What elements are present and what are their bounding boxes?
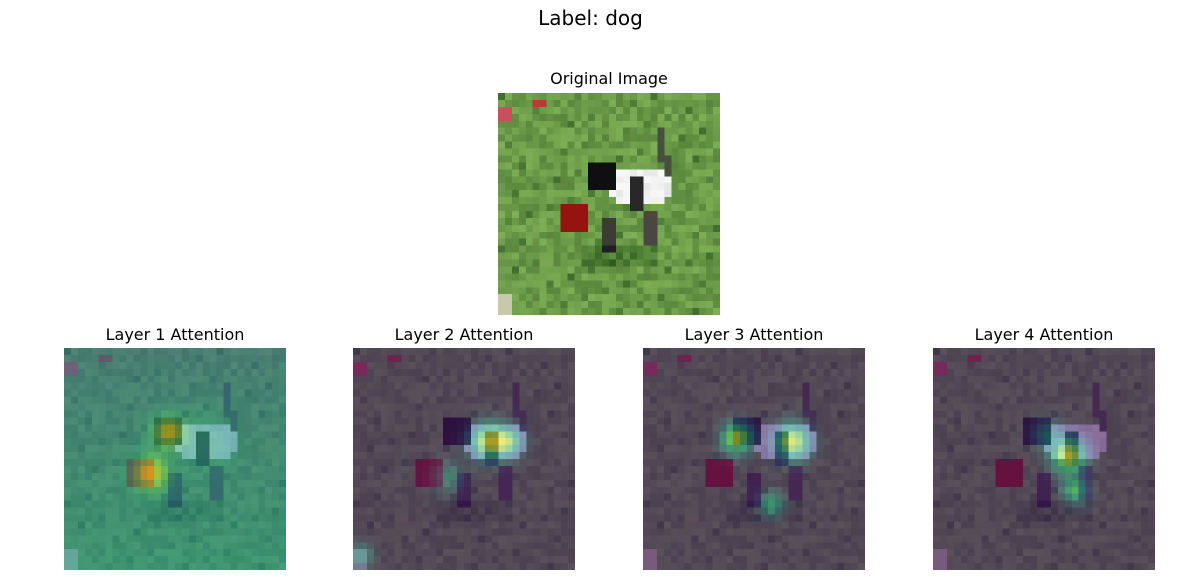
figure-title: Label: dog xyxy=(538,6,643,30)
layer-2-attention-title: Layer 2 Attention xyxy=(394,325,534,344)
layer-1-attention-map xyxy=(64,348,286,570)
original-image-title: Original Image xyxy=(550,69,668,88)
layer-1-attention-title: Layer 1 Attention xyxy=(105,325,245,344)
layer-4-attention-map xyxy=(933,348,1155,570)
layer-4-attention-title: Layer 4 Attention xyxy=(974,325,1114,344)
layer-3-attention-title: Layer 3 Attention xyxy=(684,325,824,344)
layer-2-attention-map xyxy=(353,348,575,570)
layer-3-attention-map xyxy=(643,348,865,570)
original-image xyxy=(498,93,720,315)
